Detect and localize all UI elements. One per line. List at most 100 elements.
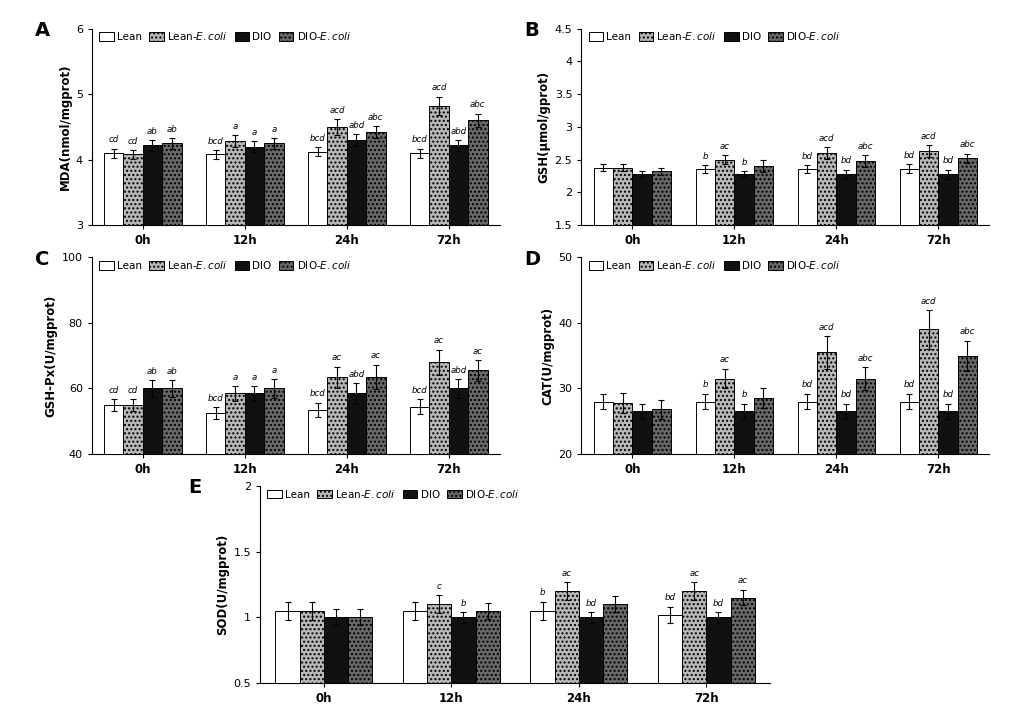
Bar bbox=[682, 591, 705, 683]
Bar bbox=[899, 169, 918, 225]
Bar bbox=[593, 402, 612, 454]
Legend: Lean, Lean-$\it{E.coli}$, DIO, DIO-$\it{E.coli}$: Lean, Lean-$\it{E.coli}$, DIO, DIO-$\it{… bbox=[265, 485, 521, 502]
Bar bbox=[468, 370, 487, 454]
Text: ac: ac bbox=[737, 576, 747, 586]
Text: abc: abc bbox=[470, 101, 485, 109]
Bar bbox=[410, 153, 429, 225]
Bar bbox=[855, 161, 874, 225]
Bar bbox=[468, 120, 487, 225]
Bar bbox=[162, 143, 181, 225]
Text: ac: ac bbox=[332, 353, 341, 363]
Text: ab: ab bbox=[147, 367, 158, 376]
Text: bcd: bcd bbox=[412, 135, 427, 144]
Bar bbox=[245, 147, 264, 225]
Legend: Lean, Lean-$\it{E.coli}$, DIO, DIO-$\it{E.coli}$: Lean, Lean-$\it{E.coli}$, DIO, DIO-$\it{… bbox=[97, 28, 353, 44]
Y-axis label: GSH(μmol/gprot): GSH(μmol/gprot) bbox=[537, 71, 550, 183]
Bar bbox=[632, 174, 651, 225]
Text: bd: bd bbox=[903, 380, 914, 390]
Text: acd: acd bbox=[431, 84, 446, 92]
Text: acd: acd bbox=[920, 132, 935, 141]
Text: bd: bd bbox=[840, 156, 851, 165]
Bar bbox=[448, 145, 468, 225]
Bar bbox=[245, 393, 264, 454]
Bar bbox=[429, 363, 448, 454]
Text: B: B bbox=[524, 21, 538, 40]
Bar bbox=[855, 379, 874, 454]
Bar bbox=[957, 158, 976, 225]
Bar bbox=[695, 402, 714, 454]
Text: ab: ab bbox=[147, 127, 158, 136]
Bar bbox=[797, 169, 816, 225]
Text: bcd: bcd bbox=[412, 386, 427, 395]
Bar bbox=[651, 172, 671, 225]
Bar bbox=[225, 393, 245, 454]
Bar bbox=[123, 405, 143, 454]
Text: c: c bbox=[436, 582, 441, 591]
Bar bbox=[937, 174, 957, 225]
Bar bbox=[918, 330, 937, 454]
Bar bbox=[225, 142, 245, 225]
Bar bbox=[899, 402, 918, 454]
Text: bd: bd bbox=[942, 390, 953, 399]
Bar bbox=[143, 145, 162, 225]
Bar bbox=[612, 403, 632, 454]
Text: bd: bd bbox=[801, 152, 812, 161]
Text: a: a bbox=[271, 124, 276, 134]
Text: bd: bd bbox=[903, 151, 914, 160]
Text: bd: bd bbox=[663, 593, 675, 603]
Legend: Lean, Lean-$\it{E.coli}$, DIO, DIO-$\it{E.coli}$: Lean, Lean-$\it{E.coli}$, DIO, DIO-$\it{… bbox=[586, 28, 842, 44]
Bar bbox=[753, 166, 772, 225]
Text: A: A bbox=[35, 21, 50, 40]
Bar bbox=[714, 379, 734, 454]
Bar bbox=[836, 411, 855, 454]
Text: abd: abd bbox=[348, 370, 364, 378]
Y-axis label: SOD(U/mgprot): SOD(U/mgprot) bbox=[216, 534, 229, 635]
Bar bbox=[705, 617, 730, 683]
Text: abc: abc bbox=[857, 353, 872, 363]
Bar bbox=[346, 393, 366, 454]
Bar bbox=[206, 413, 225, 454]
Text: ac: ac bbox=[561, 568, 572, 578]
Bar bbox=[657, 615, 682, 683]
Text: acd: acd bbox=[329, 106, 344, 114]
Bar bbox=[816, 352, 836, 454]
Bar bbox=[730, 598, 754, 683]
Bar bbox=[346, 140, 366, 225]
Text: ac: ac bbox=[473, 347, 482, 355]
Text: abd: abd bbox=[450, 127, 466, 136]
Bar bbox=[937, 411, 957, 454]
Text: C: C bbox=[35, 250, 49, 269]
Text: bd: bd bbox=[801, 380, 812, 390]
Bar bbox=[206, 154, 225, 225]
Text: abc: abc bbox=[368, 113, 383, 122]
Bar bbox=[275, 611, 300, 683]
Bar bbox=[264, 388, 283, 454]
Bar bbox=[602, 604, 627, 683]
Bar bbox=[836, 174, 855, 225]
Bar bbox=[448, 388, 468, 454]
Bar bbox=[347, 617, 372, 683]
Y-axis label: GSH-Px(U/mgprot): GSH-Px(U/mgprot) bbox=[45, 295, 57, 417]
Text: ac: ac bbox=[719, 355, 729, 365]
Text: bcd: bcd bbox=[208, 137, 223, 146]
Bar bbox=[410, 407, 429, 454]
Bar bbox=[403, 611, 427, 683]
Bar bbox=[104, 153, 123, 225]
Text: cd: cd bbox=[127, 137, 139, 146]
Bar bbox=[593, 167, 612, 225]
Text: bd: bd bbox=[942, 156, 953, 165]
Bar bbox=[264, 143, 283, 225]
Text: E: E bbox=[189, 478, 202, 498]
Text: a: a bbox=[271, 366, 276, 375]
Text: bd: bd bbox=[840, 390, 851, 399]
Text: acd: acd bbox=[920, 297, 935, 305]
Bar bbox=[554, 591, 579, 683]
Text: abc: abc bbox=[857, 142, 872, 151]
Bar bbox=[753, 398, 772, 454]
Bar bbox=[308, 410, 327, 454]
Bar bbox=[427, 604, 450, 683]
Bar bbox=[651, 410, 671, 454]
Text: abd: abd bbox=[450, 366, 466, 375]
Text: b: b bbox=[741, 390, 746, 399]
Bar bbox=[797, 402, 816, 454]
